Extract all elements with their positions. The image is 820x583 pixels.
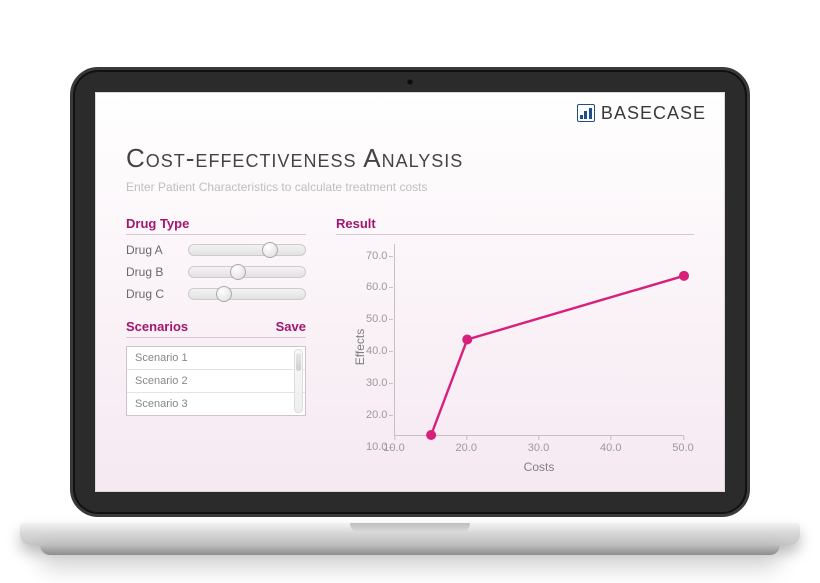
camera-dot <box>407 79 413 85</box>
chart: Effects 10.020.030.040.050.060.070.0 10.… <box>336 216 694 478</box>
scenario-listbox[interactable]: Scenario 1Scenario 2Scenario 3 <box>126 346 306 416</box>
save-button[interactable]: Save <box>276 319 306 334</box>
left-panel: Drug Type Drug A Drug B Drug C Scenarios S… <box>126 216 306 478</box>
stage: BASECASE Cost-effectiveness Analysis Ent… <box>0 0 820 583</box>
plot-area <box>394 244 684 436</box>
drug-type-heading-label: Drug Type <box>126 216 189 231</box>
x-tick: 20.0 <box>456 442 477 454</box>
columns: Drug Type Drug A Drug B Drug C Scenarios S… <box>126 216 694 478</box>
y-tick: 20.0 <box>366 409 387 421</box>
chart-xlabel: Costs <box>394 460 684 474</box>
data-point <box>679 270 689 280</box>
slider-label: Drug B <box>126 265 176 279</box>
scenario-item[interactable]: Scenario 3 <box>127 393 305 415</box>
drug-type-heading: Drug Type <box>126 216 306 235</box>
series-line <box>431 275 684 434</box>
slider-label: Drug A <box>126 243 176 257</box>
slider-row: Drug C <box>126 287 306 301</box>
result-panel: Result Effects 10.020.030.040.050.060.07… <box>336 216 694 478</box>
slider-thumb[interactable] <box>216 286 232 302</box>
scenarios-heading: Scenarios Save <box>126 319 306 338</box>
laptop-notch <box>350 523 470 533</box>
laptop-foot <box>40 545 780 555</box>
y-tick: 50.0 <box>366 313 387 325</box>
brand: BASECASE <box>577 103 706 124</box>
y-tick: 30.0 <box>366 377 387 389</box>
y-tick: 40.0 <box>366 345 387 357</box>
scenarios-panel: Scenarios Save Scenario 1Scenario 2Scena… <box>126 319 306 416</box>
screen: BASECASE Cost-effectiveness Analysis Ent… <box>95 92 725 492</box>
scenario-item[interactable]: Scenario 2 <box>127 370 305 393</box>
slider-track[interactable] <box>188 244 306 256</box>
data-point <box>426 430 436 440</box>
content: Cost-effectiveness Analysis Enter Patien… <box>126 143 694 475</box>
scenarios-heading-label: Scenarios <box>126 319 188 334</box>
brand-text: BASECASE <box>601 103 706 124</box>
page-title: Cost-effectiveness Analysis <box>126 143 694 174</box>
x-tick: 50.0 <box>672 442 693 454</box>
brand-bars-icon <box>577 104 595 122</box>
scrollbar[interactable] <box>294 349 303 413</box>
page-subtitle: Enter Patient Characteristics to calcula… <box>126 180 694 194</box>
slider-thumb[interactable] <box>230 264 246 280</box>
y-tick: 60.0 <box>366 281 387 293</box>
x-tick: 30.0 <box>528 442 549 454</box>
x-tick: 10.0 <box>383 442 404 454</box>
scenario-item[interactable]: Scenario 1 <box>127 347 305 370</box>
x-tick: 40.0 <box>600 442 621 454</box>
slider-track[interactable] <box>188 266 306 278</box>
chart-svg <box>395 244 684 435</box>
laptop-frame: BASECASE Cost-effectiveness Analysis Ent… <box>70 67 750 517</box>
slider-track[interactable] <box>188 288 306 300</box>
slider-thumb[interactable] <box>262 242 278 258</box>
slider-row: Drug A <box>126 243 306 257</box>
data-point <box>462 334 472 344</box>
slider-label: Drug C <box>126 287 176 301</box>
laptop-base <box>20 523 800 545</box>
slider-row: Drug B <box>126 265 306 279</box>
slider-group: Drug A Drug B Drug C <box>126 243 306 301</box>
y-tick: 70.0 <box>366 250 387 262</box>
